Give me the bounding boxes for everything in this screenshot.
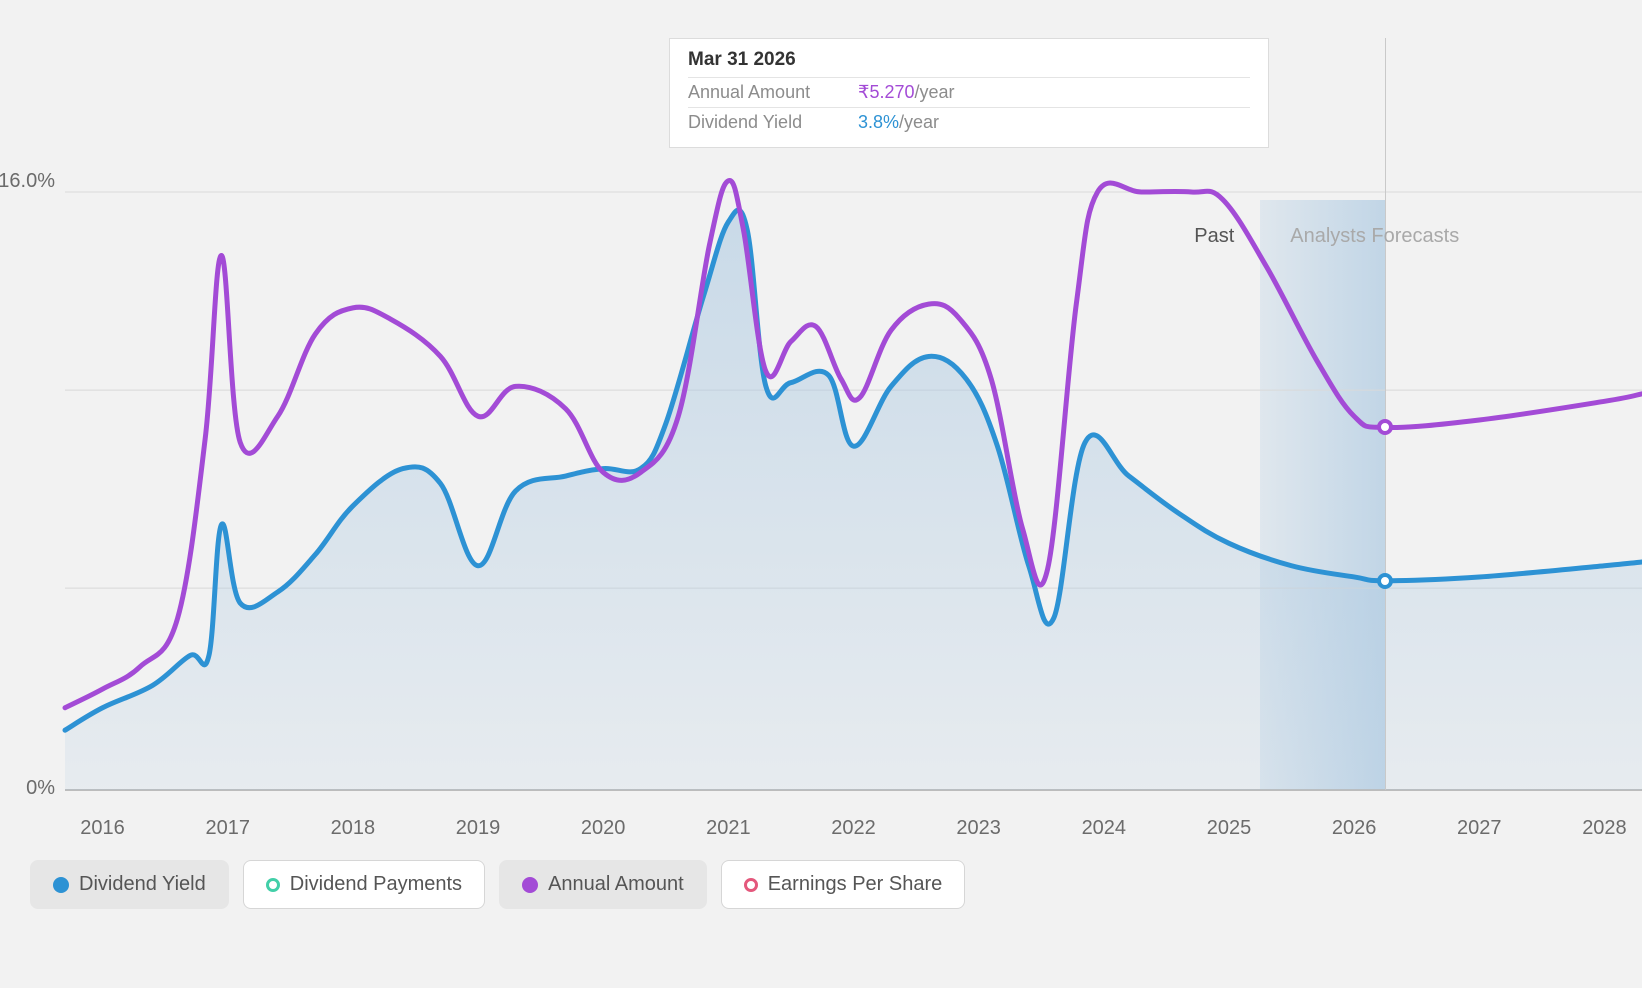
legend-item-label: Annual Amount — [548, 873, 684, 896]
hover-marker-dividend_yield — [1377, 573, 1393, 589]
hover-marker-annual_amount — [1377, 419, 1393, 435]
chart-plot[interactable] — [0, 0, 1642, 988]
tooltip-row-label: Dividend Yield — [688, 112, 858, 133]
dividend-yield-area — [65, 210, 1642, 790]
legend-item-dividend_yield[interactable]: Dividend Yield — [30, 860, 229, 909]
chart-container: Past Analysts Forecasts 0%16.0% 20162017… — [0, 0, 1642, 988]
forecast-region-label: Analysts Forecasts — [1290, 225, 1459, 248]
legend-marker-icon — [53, 877, 69, 893]
tooltip-row: Annual Amount₹5.270/year — [688, 77, 1250, 107]
hover-tooltip: Mar 31 2026 Annual Amount₹5.270/yearDivi… — [669, 38, 1269, 148]
legend-item-label: Earnings Per Share — [768, 873, 943, 896]
tooltip-date: Mar 31 2026 — [688, 49, 1250, 77]
legend-item-label: Dividend Payments — [290, 873, 462, 896]
tooltip-row: Dividend Yield3.8%/year — [688, 107, 1250, 137]
legend-item-eps[interactable]: Earnings Per Share — [721, 860, 966, 909]
past-region-label: Past — [1194, 225, 1234, 248]
tooltip-row-label: Annual Amount — [688, 82, 858, 103]
legend-item-label: Dividend Yield — [79, 873, 206, 896]
legend-marker-icon — [744, 878, 758, 892]
chart-legend: Dividend Yield Dividend Payments Annual Am… — [30, 860, 965, 909]
legend-marker-icon — [522, 877, 538, 893]
legend-item-dividend_payments[interactable]: Dividend Payments — [243, 860, 485, 909]
legend-item-annual_amount[interactable]: Annual Amount — [499, 860, 707, 909]
tooltip-row-value: 3.8%/year — [858, 112, 939, 133]
legend-marker-icon — [266, 878, 280, 892]
tooltip-row-value: ₹5.270/year — [858, 82, 955, 103]
hover-vertical-line — [1385, 38, 1386, 790]
